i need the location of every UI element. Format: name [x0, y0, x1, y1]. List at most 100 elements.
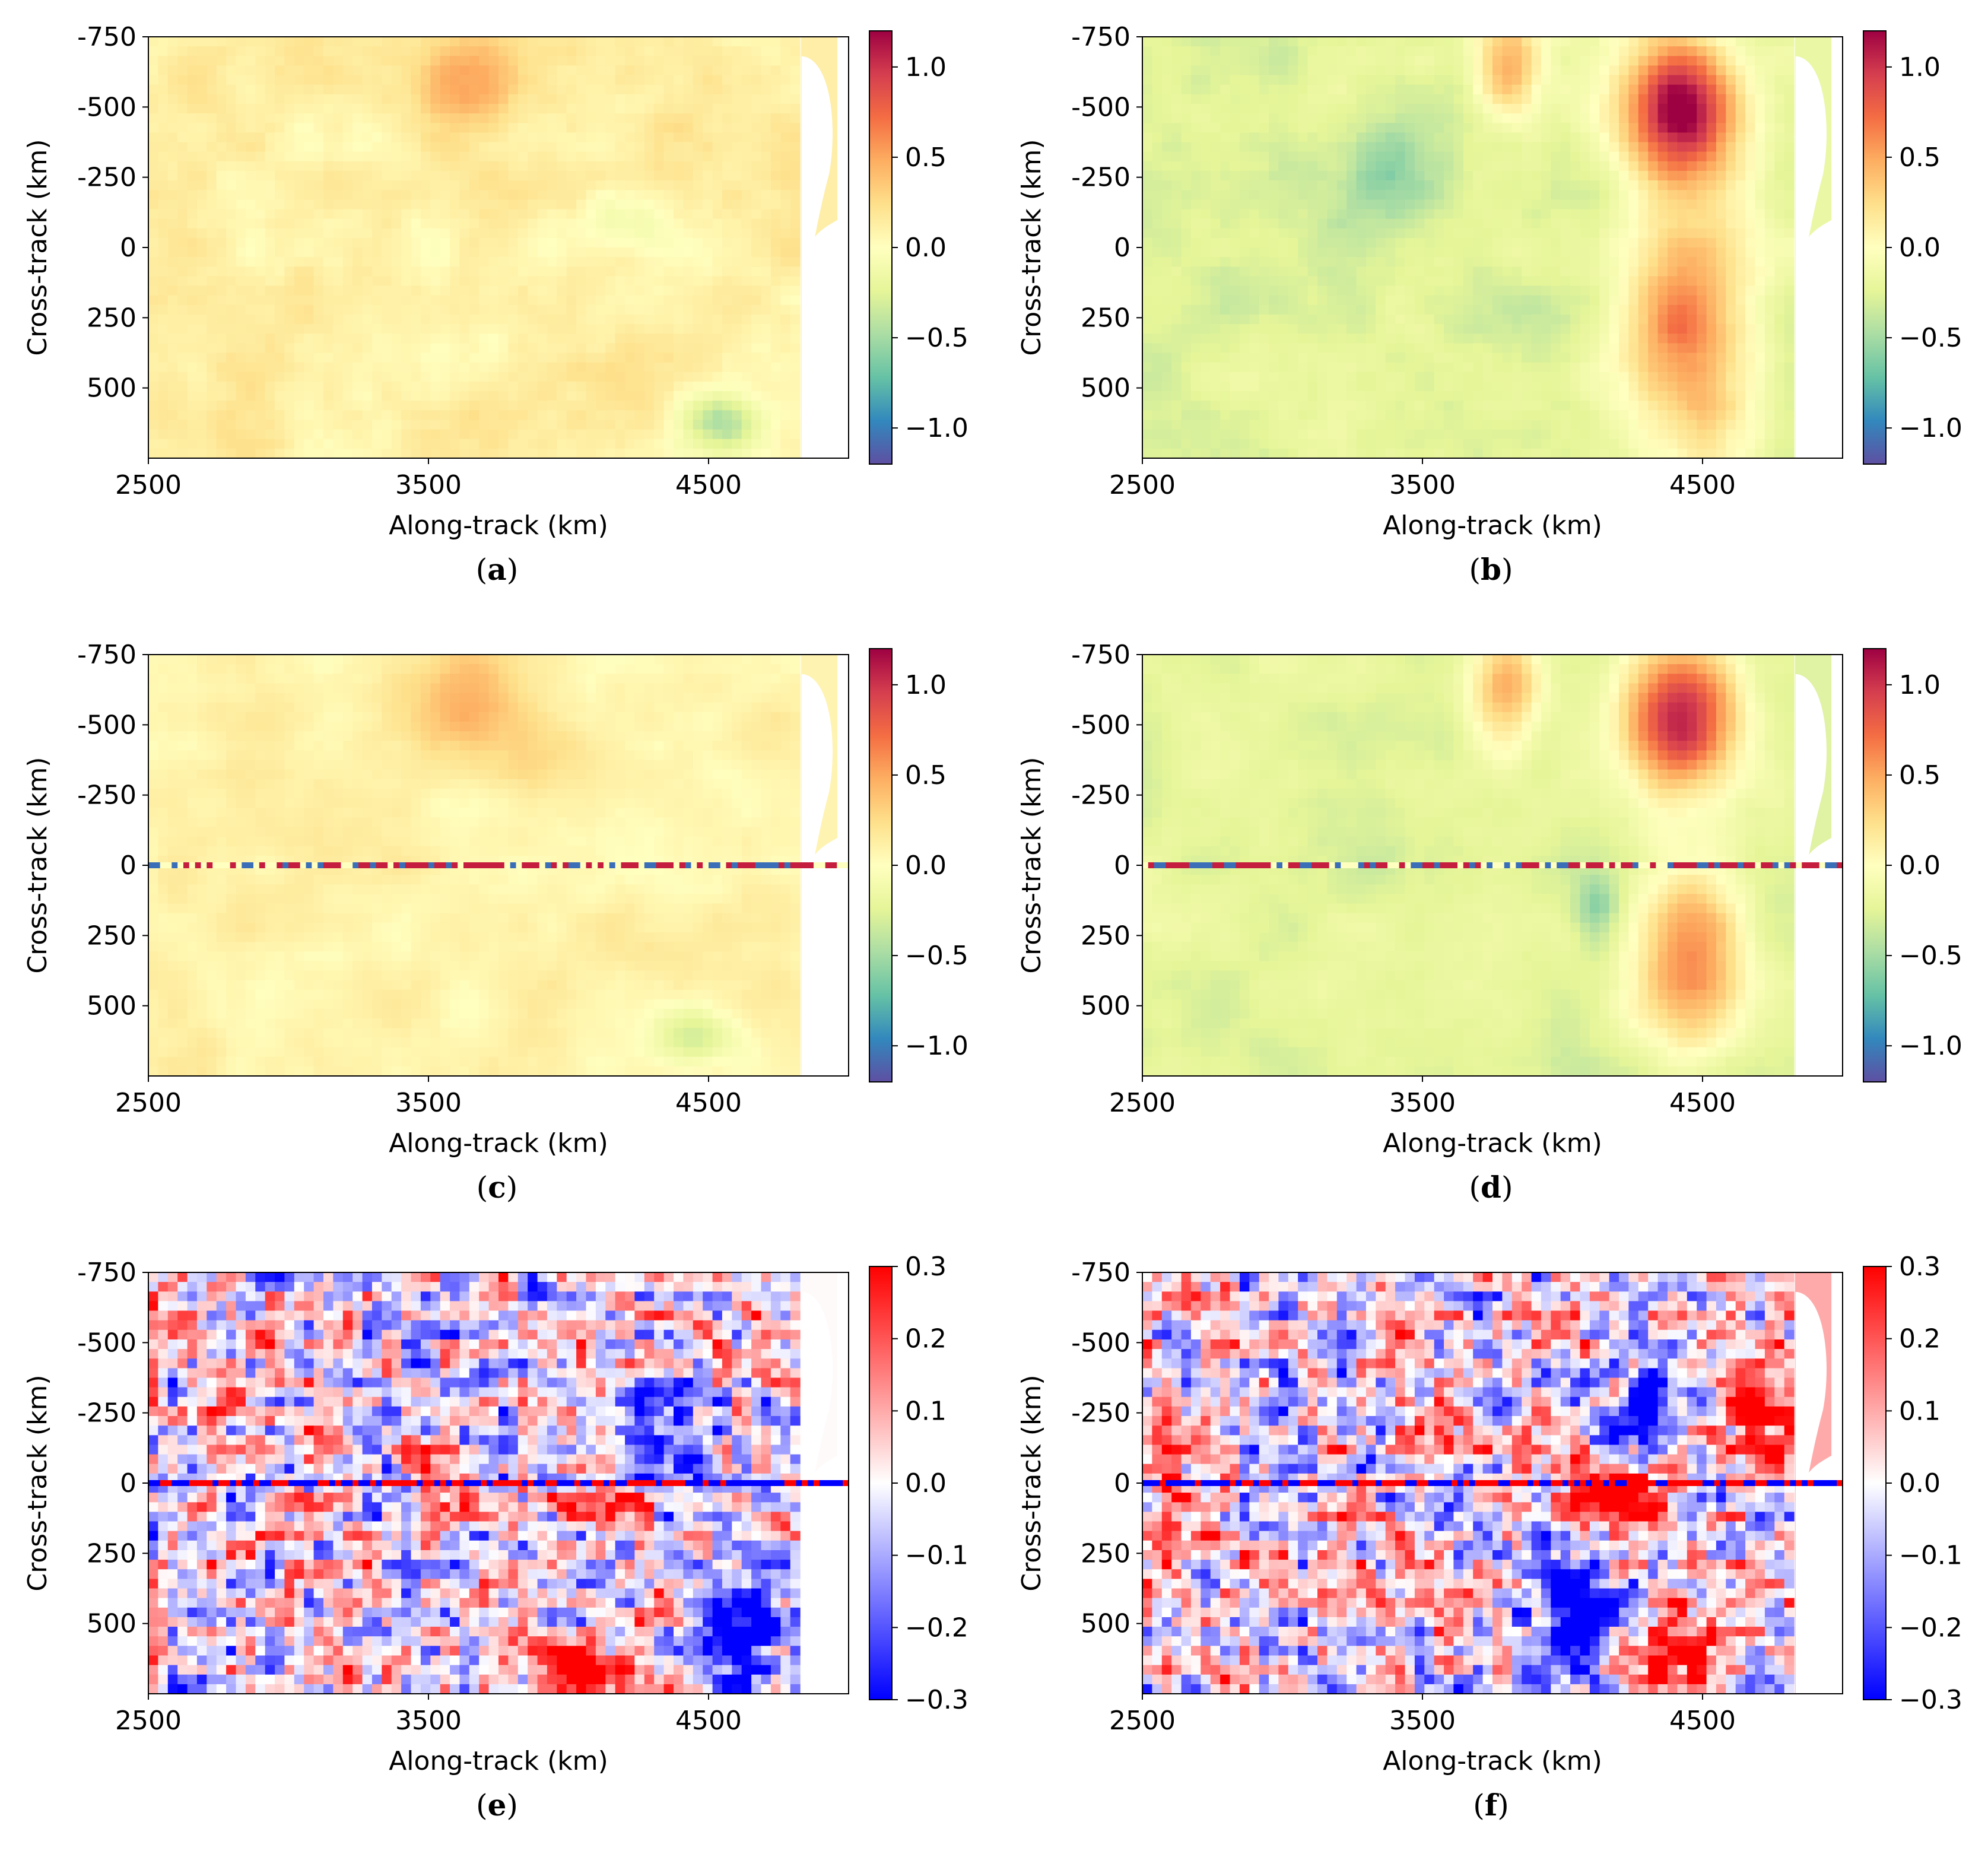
heatmap-cell: [459, 37, 470, 47]
heatmap-cell: [566, 142, 577, 153]
heatmap-cell: [1288, 123, 1298, 133]
heatmap-cell: [196, 401, 207, 411]
heatmap-cell: [158, 56, 169, 66]
heatmap-cell: [1726, 237, 1736, 248]
heatmap-cell: [1764, 304, 1775, 315]
heatmap-cell: [1161, 84, 1172, 95]
heatmap-cell: [1220, 123, 1231, 133]
heatmap-cell: [674, 170, 684, 181]
heatmap-cell: [362, 420, 373, 430]
heatmap-cell: [1239, 142, 1250, 153]
heatmap-cell: [420, 46, 431, 56]
heatmap-cell: [547, 448, 557, 459]
heatmap-cell: [1580, 266, 1590, 277]
heatmap-cell: [625, 56, 636, 66]
heatmap-cell: [479, 429, 490, 440]
heatmap-cell: [693, 276, 703, 287]
heatmap-cell: [294, 247, 304, 258]
heatmap-cell: [761, 266, 771, 277]
colorbar-tick-label: 0.0: [905, 233, 947, 263]
heatmap-cell: [1298, 257, 1309, 267]
heatmap-cell: [333, 180, 344, 191]
heatmap-cell: [1230, 304, 1240, 315]
heatmap-cell: [304, 448, 315, 459]
heatmap-cell: [566, 56, 577, 66]
heatmap-cell: [313, 304, 324, 315]
heatmap-cell: [1482, 285, 1493, 296]
heatmap-cell: [1414, 218, 1425, 229]
heatmap-cell: [284, 46, 295, 56]
heatmap-cell: [1210, 190, 1221, 200]
heatmap-cell: [1298, 161, 1309, 172]
heatmap-cell: [226, 104, 237, 114]
heatmap-cell: [722, 237, 732, 248]
heatmap-cell: [790, 199, 801, 209]
heatmap-cell: [586, 362, 596, 373]
heatmap-cell: [304, 401, 315, 411]
heatmap-cell: [674, 391, 684, 401]
heatmap-cell: [1706, 46, 1717, 56]
heatmap-cell: [1687, 56, 1697, 66]
heatmap-cell: [1531, 285, 1542, 296]
heatmap-cell: [294, 439, 304, 449]
heatmap-cell: [1269, 199, 1279, 209]
heatmap-cell: [654, 304, 665, 315]
heatmap-cell: [732, 353, 742, 363]
heatmap-cell: [1511, 170, 1522, 181]
heatmap-cell: [313, 209, 324, 220]
heatmap-cell: [751, 439, 762, 449]
heatmap-cell: [1648, 65, 1659, 76]
heatmap-cell: [741, 228, 752, 239]
heatmap-cell: [1619, 237, 1630, 248]
heatmap-cell: [401, 190, 412, 200]
heatmap-cell: [576, 94, 587, 104]
heatmap-cell: [236, 190, 246, 200]
heatmap-cell: [236, 84, 246, 95]
heatmap-cell: [780, 113, 791, 123]
heatmap-cell: [1230, 132, 1240, 143]
heatmap-cell: [1346, 161, 1357, 172]
heatmap-cell: [1580, 276, 1590, 287]
heatmap-cell: [586, 123, 596, 133]
heatmap-cell: [371, 420, 382, 430]
heatmap-cell: [167, 104, 178, 114]
heatmap-cell: [333, 237, 344, 248]
heatmap-cell: [236, 170, 246, 181]
heatmap-cell: [1677, 151, 1688, 162]
heatmap-cell: [605, 161, 616, 172]
heatmap-cell: [1365, 218, 1376, 229]
heatmap-cell: [732, 104, 742, 114]
heatmap-cell: [1210, 161, 1221, 172]
heatmap-cell: [1541, 190, 1551, 200]
heatmap-cell: [693, 65, 703, 76]
heatmap-cell: [1697, 113, 1707, 123]
heatmap-cell: [226, 285, 237, 296]
heatmap-cell: [1589, 266, 1600, 277]
heatmap-cell: [595, 391, 606, 401]
heatmap-cell: [1249, 257, 1260, 267]
heatmap-cell: [1317, 37, 1328, 47]
heatmap-cell: [420, 362, 431, 373]
heatmap-cell: [1288, 257, 1298, 267]
heatmap-cell: [1687, 151, 1697, 162]
heatmap-cell: [371, 37, 382, 47]
heatmap-cell: [1560, 295, 1571, 306]
heatmap-cell: [1628, 94, 1639, 104]
heatmap-cell: [663, 381, 674, 392]
heatmap-cell: [1473, 170, 1484, 181]
heatmap-cell: [371, 295, 382, 306]
heatmap-cell: [450, 304, 461, 315]
heatmap-cell: [265, 391, 275, 401]
heatmap-cell: [342, 113, 353, 123]
heatmap-cell: [732, 65, 742, 76]
heatmap-cell: [362, 266, 373, 277]
heatmap-cell: [1511, 237, 1522, 248]
heatmap-cell: [469, 362, 479, 373]
heatmap-cell: [722, 75, 732, 85]
heatmap-cell: [1677, 266, 1688, 277]
heatmap-cell: [187, 190, 198, 200]
heatmap-cell: [391, 295, 402, 306]
heatmap-cell: [1784, 151, 1795, 162]
heatmap-cell: [265, 353, 275, 363]
heatmap-cell: [625, 84, 636, 95]
